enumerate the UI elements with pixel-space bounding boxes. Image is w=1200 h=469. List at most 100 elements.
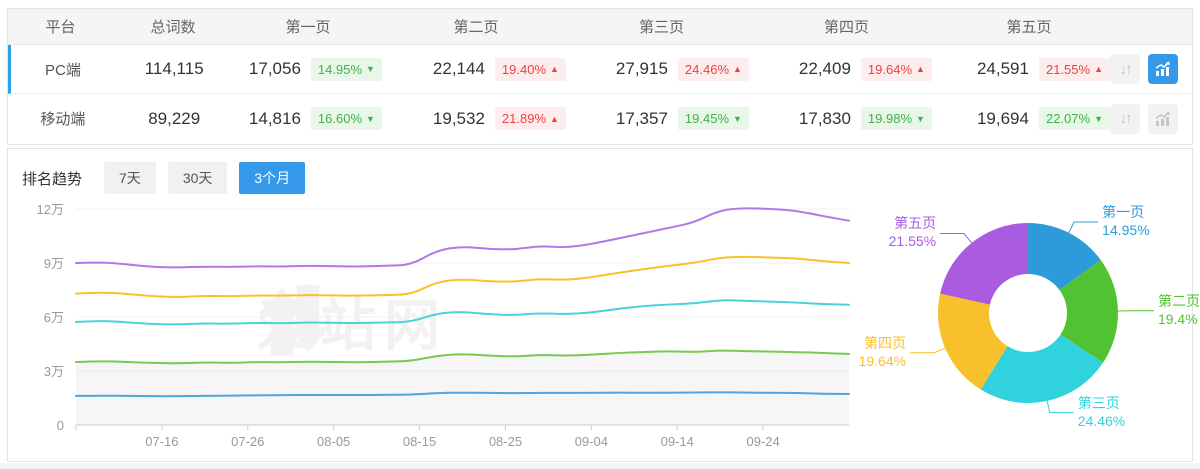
page2-change-badge: 21.89% ▲ [494,107,566,130]
trend-chart-icon [1156,111,1170,126]
slice-percent: 19.64% [858,352,907,369]
slice-name: 第二页 [1157,292,1200,309]
sort-updown-button[interactable]: ↓↑ [1109,54,1140,84]
page1-count: 14,816 [248,108,301,128]
trend-chart-button[interactable] [1147,54,1178,84]
trend-line-第五页累计 [75,207,850,269]
page3-count: 17,357 [615,108,668,128]
page2-change-badge: 19.40% ▲ [494,57,566,81]
page-distribution-donut-chart: 第一页 14.95% 第二页 19.4% 第三页 24.46% 第四页 19.64% 第五页 21… [859,186,1200,461]
page1-count: 17,056 [248,59,301,78]
slice-name: 第三页 [1077,394,1120,411]
header-platform: 平台 [45,19,76,36]
x-tick-label: 09-04 [575,434,608,449]
rank-trend-line-chart: 爱站网 0 3万 6万 9万 12万 07-16 07-26 08-05 08-15 08-25 0… [18,189,863,461]
down-arrow-icon: ▼ [366,64,375,74]
label-leader-line [940,232,973,244]
page3-change-badge: 19.45% ▼ [677,107,749,130]
x-tick-label: 08-15 [403,434,436,449]
page2-count: 22,144 [432,59,485,78]
y-tick-label: 0 [57,418,64,433]
page4-change-badge: 19.98% ▼ [860,107,932,130]
line-chart-canvas: 0 3万 6万 9万 12万 07-16 07-26 08-05 08-15 08-25 09-04… [37,202,850,449]
x-tick-label: 07-16 [145,434,178,449]
page5-count: 24,591 [976,59,1029,78]
header-page1: 第一页 [285,19,331,36]
platform-label: 移动端 [40,111,86,128]
slice-percent: 14.95% [1102,222,1150,239]
donut-label-第五页: 第五页 21.55% [889,214,936,250]
trend-line-第一页累计 [75,391,850,398]
slice-percent: 24.46% [1077,412,1126,429]
slice-name: 第四页 [864,334,907,351]
y-tick-label: 3万 [44,364,64,379]
x-tick-label: 09-14 [661,434,694,449]
watermark: 爱站网 [256,281,448,362]
donut-slice-第三页[interactable] [980,334,1103,403]
label-leader-line [910,347,947,354]
page5-count: 19,694 [976,108,1029,128]
y-tick-label: 12万 [37,202,64,217]
down-arrow-icon: ▼ [733,113,742,124]
page4-change-badge: 19.64% ▲ [860,57,932,81]
series-area-fill [76,350,849,425]
x-tick-label: 08-05 [317,434,350,449]
platform-label: PC端 [45,61,81,79]
trend-line-第二页累计 [75,349,850,365]
header-page3: 第三页 [638,19,684,36]
x-tick-label: 09-24 [746,434,779,449]
trend-line-第四页累计 [75,255,850,298]
up-arrow-icon: ▲ [550,113,559,124]
trend-section-title: 排名趋势 [22,170,83,188]
donut-label-第三页: 第三页 24.46% [1078,394,1125,430]
page2-count: 19,532 [432,108,485,128]
donut-label-第一页: 第一页 14.95% [1102,203,1149,239]
slice-name: 第一页 [1102,204,1145,221]
label-leader-line [1046,399,1074,414]
page3-count: 27,915 [615,59,668,78]
tab-30days[interactable]: 30天 [167,162,228,194]
y-tick-label: 9万 [44,256,64,271]
sort-updown-icon: ↓↑ [1119,60,1132,78]
table-row-pc[interactable]: PC端 114,115 17,056 14.95% ▼ 22,144 19.40%… [8,45,1192,94]
sort-updown-button[interactable]: ↓↑ [1109,103,1140,134]
label-leader-line [1067,221,1099,234]
page4-count: 22,409 [798,59,851,78]
y-tick-label: 6万 [44,310,64,325]
sort-updown-icon: ↓↑ [1119,110,1132,127]
total-words-value: 89,229 [148,108,201,128]
trend-line-第三页累计 [75,299,850,326]
up-arrow-icon: ▲ [550,64,559,74]
down-arrow-icon: ▼ [916,113,925,124]
up-arrow-icon: ▲ [1094,64,1103,74]
donut-label-第二页: 第二页 19.4% [1158,292,1200,328]
down-arrow-icon: ▼ [366,113,375,124]
header-page5: 第五页 [1006,19,1052,36]
donut-slice-第五页[interactable] [940,223,1028,305]
page5-change-badge: 22.07% ▼ [1038,107,1110,130]
header-page2: 第二页 [453,19,499,36]
table-header-row: 平台 总词数 第一页 第二页 第三页 第四页 第五页 [8,9,1192,45]
slice-name: 第五页 [894,215,937,232]
down-arrow-icon: ▼ [1094,113,1103,124]
aizhan-logo-icon [259,284,331,356]
donut-slice-第二页[interactable] [1059,259,1118,363]
table-row-mobile[interactable]: 移动端 89,229 14,816 16.60% ▼ 19,532 21.89% ▲… [8,94,1192,143]
page1-change-badge: 16.60% ▼ [310,107,382,130]
page5-change-badge: 21.55% ▲ [1038,57,1110,81]
x-tick-label: 07-26 [231,434,264,449]
header-page4: 第四页 [823,19,869,36]
tab-7days[interactable]: 7天 [104,162,156,194]
slice-percent: 21.55% [888,233,937,250]
x-tick-label: 08-25 [489,434,522,449]
donut-chart-canvas [910,221,1154,414]
page1-change-badge: 14.95% ▼ [310,57,382,81]
page3-change-badge: 24.46% ▲ [677,57,749,81]
donut-slice-第一页[interactable] [1028,223,1101,290]
page4-count: 17,830 [798,108,851,128]
tab-3months[interactable]: 3个月 [239,162,306,194]
donut-slice-第四页[interactable] [938,293,1008,390]
page-bottom-strip [0,463,1200,469]
trend-chart-button[interactable] [1147,103,1178,134]
rank-trend-section: 排名趋势 7天 30天 3个月 爱站网 0 3万 6万 9万 12万 07-16 07-26… [7,148,1200,462]
